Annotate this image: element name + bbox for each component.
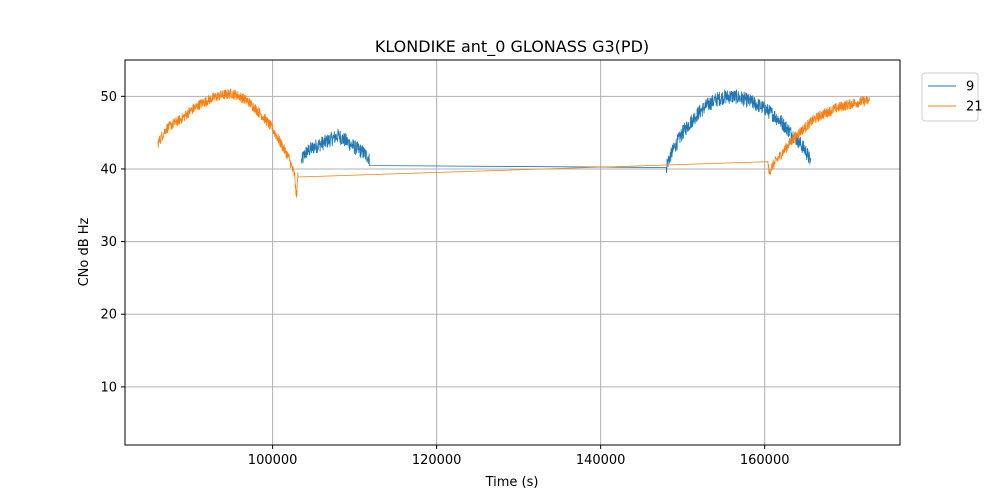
y-tick-label: 40 bbox=[100, 162, 117, 177]
legend: 921 bbox=[921, 72, 983, 122]
x-tick-label: 120000 bbox=[412, 453, 462, 468]
y-tick-label: 30 bbox=[100, 235, 117, 250]
x-tick-label: 160000 bbox=[740, 453, 790, 468]
series-line-9 bbox=[300, 89, 812, 174]
plot-frame bbox=[124, 59, 901, 446]
x-tick-label: 100000 bbox=[248, 453, 298, 468]
legend-box bbox=[921, 72, 979, 122]
legend-label-9: 9 bbox=[966, 80, 974, 95]
chart-title: KLONDIKE ant_0 GLONASS G3(PD) bbox=[375, 37, 649, 57]
grid bbox=[125, 60, 900, 445]
y-tick-label: 50 bbox=[100, 90, 117, 105]
series-line-21 bbox=[157, 88, 871, 198]
legend-label-21: 21 bbox=[966, 100, 983, 115]
y-tick-label: 20 bbox=[100, 308, 117, 323]
plot-lines bbox=[157, 88, 871, 198]
x-axis-label: Time (s) bbox=[485, 475, 539, 490]
y-axis-label: CNo dB Hz bbox=[77, 217, 92, 286]
ticks: 100000 120000 140000 160000 10 20 30 40 50 bbox=[100, 90, 789, 468]
x-tick-label: 140000 bbox=[576, 453, 626, 468]
y-tick-label: 10 bbox=[100, 380, 117, 395]
